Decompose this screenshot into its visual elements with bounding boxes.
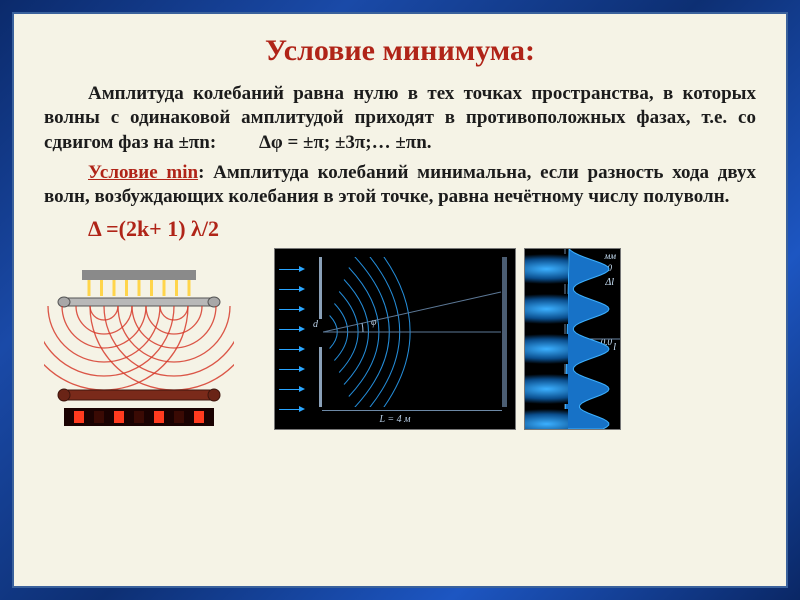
paragraph-1: Амплитуда колебаний равна нулю в тех точ…: [44, 82, 756, 155]
phase-formula: Δφ = ±π; ±3π;… ±πn.: [259, 132, 432, 153]
incoming-arrow-icon: [279, 329, 301, 330]
incoming-arrow-icon: [279, 289, 301, 290]
slit-gap-icon: [319, 319, 322, 347]
right-figure-group: d φ L = 4 м мм Δl 1.0 0.0 l: [274, 248, 621, 430]
fringe-stripe-icon: [525, 254, 568, 284]
condition-min-label: Условие min: [88, 162, 198, 183]
slit-label: d: [313, 319, 318, 330]
slide-title: Условие минимума:: [44, 34, 756, 68]
slide-frame: Условие минимума: Амплитуда колебаний ра…: [0, 0, 800, 600]
angle-label: φ: [371, 317, 377, 328]
length-label: L = 4 м: [275, 414, 515, 425]
incoming-arrow-icon: [279, 309, 301, 310]
fringe-stripe-icon: [525, 374, 568, 404]
fringe-stripe-icon: [525, 409, 568, 430]
diffraction-panel: d φ L = 4 м: [274, 248, 516, 430]
incoming-arrow-icon: [279, 389, 301, 390]
paragraph-2: Условие min: Амплитуда колебаний минимал…: [44, 161, 756, 210]
emitter-row-icon: [82, 270, 196, 280]
two-source-figure: [44, 270, 234, 430]
interference-rings-icon: [44, 306, 234, 390]
slide-page: Условие минимума: Амплитуда колебаний ра…: [12, 12, 788, 588]
incoming-arrow-icon: [279, 269, 301, 270]
path-difference-formula: Δ =(2k+ 1) λ/2: [88, 216, 756, 242]
fringe-panel: мм Δl 1.0 0.0 l: [524, 248, 621, 430]
intensity-curve-icon: [563, 249, 620, 429]
wave-arcs-icon: [323, 257, 503, 407]
incoming-arrow-icon: [279, 369, 301, 370]
figure-row: d φ L = 4 м мм Δl 1.0 0.0 l: [44, 248, 756, 430]
length-line-icon: [322, 410, 502, 411]
fringe-stripe-icon: [525, 334, 568, 364]
incoming-arrow-icon: [279, 349, 301, 350]
incoming-arrow-icon: [279, 409, 301, 410]
fringe-stripe-icon: [525, 294, 568, 324]
slide-body: Амплитуда колебаний равна нулю в тех точ…: [44, 82, 756, 210]
